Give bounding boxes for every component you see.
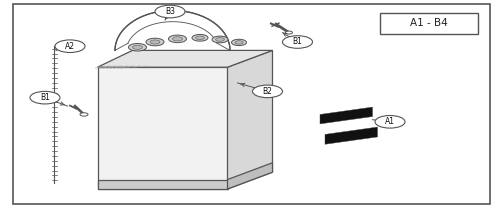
Circle shape: [212, 36, 228, 43]
Circle shape: [168, 35, 186, 43]
Polygon shape: [320, 107, 372, 124]
Text: B1: B1: [40, 93, 50, 102]
Circle shape: [196, 36, 204, 40]
Polygon shape: [98, 67, 228, 189]
Text: A1: A1: [385, 117, 395, 126]
Circle shape: [155, 5, 185, 18]
Circle shape: [30, 91, 60, 104]
FancyBboxPatch shape: [380, 13, 478, 34]
Polygon shape: [98, 50, 272, 67]
Circle shape: [216, 38, 224, 41]
Circle shape: [128, 43, 146, 51]
Text: B2: B2: [262, 87, 272, 96]
Circle shape: [172, 37, 182, 41]
Text: A1 - B4: A1 - B4: [410, 18, 448, 28]
Circle shape: [282, 36, 312, 48]
Circle shape: [375, 116, 405, 128]
Polygon shape: [325, 127, 378, 144]
Circle shape: [235, 41, 243, 44]
Circle shape: [192, 34, 208, 41]
Text: B1: B1: [292, 38, 302, 46]
Circle shape: [55, 40, 85, 52]
Polygon shape: [98, 180, 228, 189]
Circle shape: [150, 40, 160, 44]
Polygon shape: [228, 50, 272, 189]
Polygon shape: [228, 163, 272, 189]
Circle shape: [80, 113, 88, 116]
Text: B3: B3: [165, 7, 175, 16]
Circle shape: [132, 45, 142, 49]
Circle shape: [232, 39, 246, 46]
Circle shape: [286, 31, 292, 34]
Text: A2: A2: [65, 42, 75, 51]
Circle shape: [146, 38, 164, 46]
Circle shape: [252, 85, 282, 98]
